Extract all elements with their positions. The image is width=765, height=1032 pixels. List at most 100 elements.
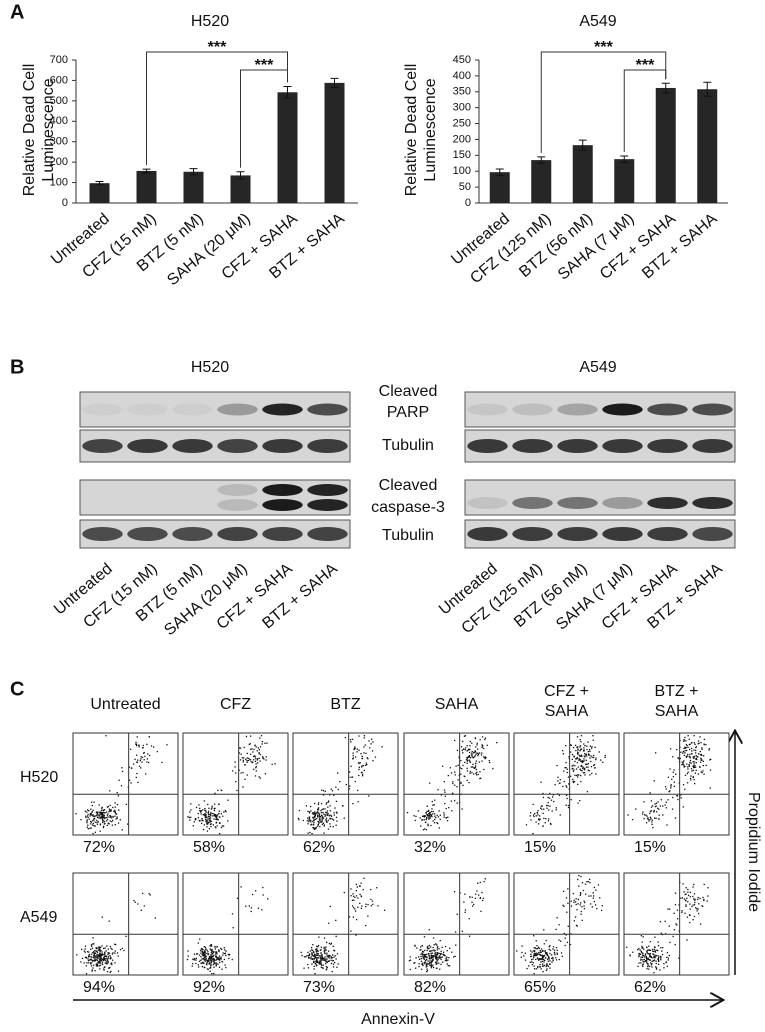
dot [114, 815, 116, 817]
percent-label: 72% [83, 839, 115, 856]
dot [255, 758, 257, 760]
dot [439, 956, 441, 958]
dot [496, 741, 498, 744]
dot [688, 764, 690, 766]
dot [103, 809, 106, 811]
dot [98, 804, 100, 806]
dot [116, 804, 119, 806]
dot [642, 955, 644, 957]
dot [254, 890, 257, 892]
dot [543, 961, 545, 963]
plot-frame [623, 732, 730, 836]
dot [672, 776, 675, 778]
y-tick-label: 300 [453, 102, 471, 114]
dot [429, 964, 431, 967]
dot [424, 956, 427, 958]
dot [696, 755, 698, 758]
dot [543, 808, 545, 810]
dot [109, 809, 111, 811]
dot [550, 799, 553, 801]
dot [536, 952, 538, 954]
dot [701, 748, 703, 750]
dot [244, 778, 246, 781]
dot [83, 950, 86, 952]
dot [193, 953, 196, 955]
dot [655, 962, 657, 965]
dot [261, 909, 263, 911]
dot [686, 939, 688, 941]
dot [434, 950, 436, 952]
dot [246, 761, 248, 763]
dot [443, 789, 446, 791]
dot [313, 960, 315, 962]
dot [655, 805, 657, 807]
dot [699, 750, 701, 753]
dot [697, 743, 699, 745]
dot [214, 948, 217, 950]
dot [697, 740, 700, 742]
dot [351, 738, 354, 740]
dot [367, 915, 369, 917]
dot [252, 759, 255, 761]
dot [689, 921, 691, 924]
dot [365, 752, 367, 755]
dot [302, 819, 305, 822]
dot [429, 813, 431, 815]
dot [478, 894, 480, 896]
dot [584, 756, 586, 758]
dot [422, 953, 424, 956]
dot [315, 959, 318, 961]
dot [96, 964, 98, 967]
dot [329, 823, 331, 825]
dot [359, 893, 361, 896]
dot [352, 895, 355, 897]
dot [688, 755, 691, 758]
dot [660, 947, 662, 949]
dot [325, 820, 327, 822]
dot [221, 960, 223, 963]
dot [435, 954, 438, 956]
dot [259, 746, 262, 748]
dot [372, 903, 374, 906]
dot [106, 962, 108, 965]
dot [307, 817, 309, 819]
dot [472, 763, 474, 765]
dot [324, 814, 326, 816]
dot [640, 962, 642, 964]
dot [98, 947, 100, 949]
dot [642, 963, 644, 965]
dot [228, 957, 230, 960]
dot [539, 815, 541, 817]
blot-band [307, 499, 348, 511]
dot [313, 951, 315, 953]
dot [533, 951, 536, 953]
dot [422, 951, 425, 953]
dot [105, 956, 108, 958]
dot [361, 771, 363, 773]
dot [209, 821, 211, 823]
dot [107, 967, 110, 969]
dot [541, 805, 543, 807]
dot [357, 762, 360, 764]
dot [676, 795, 679, 797]
dot [694, 764, 696, 767]
dot [546, 963, 548, 965]
dot [213, 961, 216, 963]
dot [100, 811, 102, 814]
plot-frame [182, 872, 289, 976]
dot [591, 772, 593, 775]
dot [342, 805, 344, 807]
dot [654, 803, 656, 805]
dot [526, 967, 528, 970]
dot [76, 954, 78, 956]
dot [694, 898, 696, 900]
blot-strip [79, 479, 351, 516]
dot [426, 956, 428, 958]
dot [456, 802, 458, 804]
dot [659, 805, 661, 807]
plot-frame [72, 732, 179, 836]
dot [211, 951, 213, 953]
dot [580, 913, 582, 915]
dot [319, 960, 322, 963]
dot [444, 795, 446, 797]
